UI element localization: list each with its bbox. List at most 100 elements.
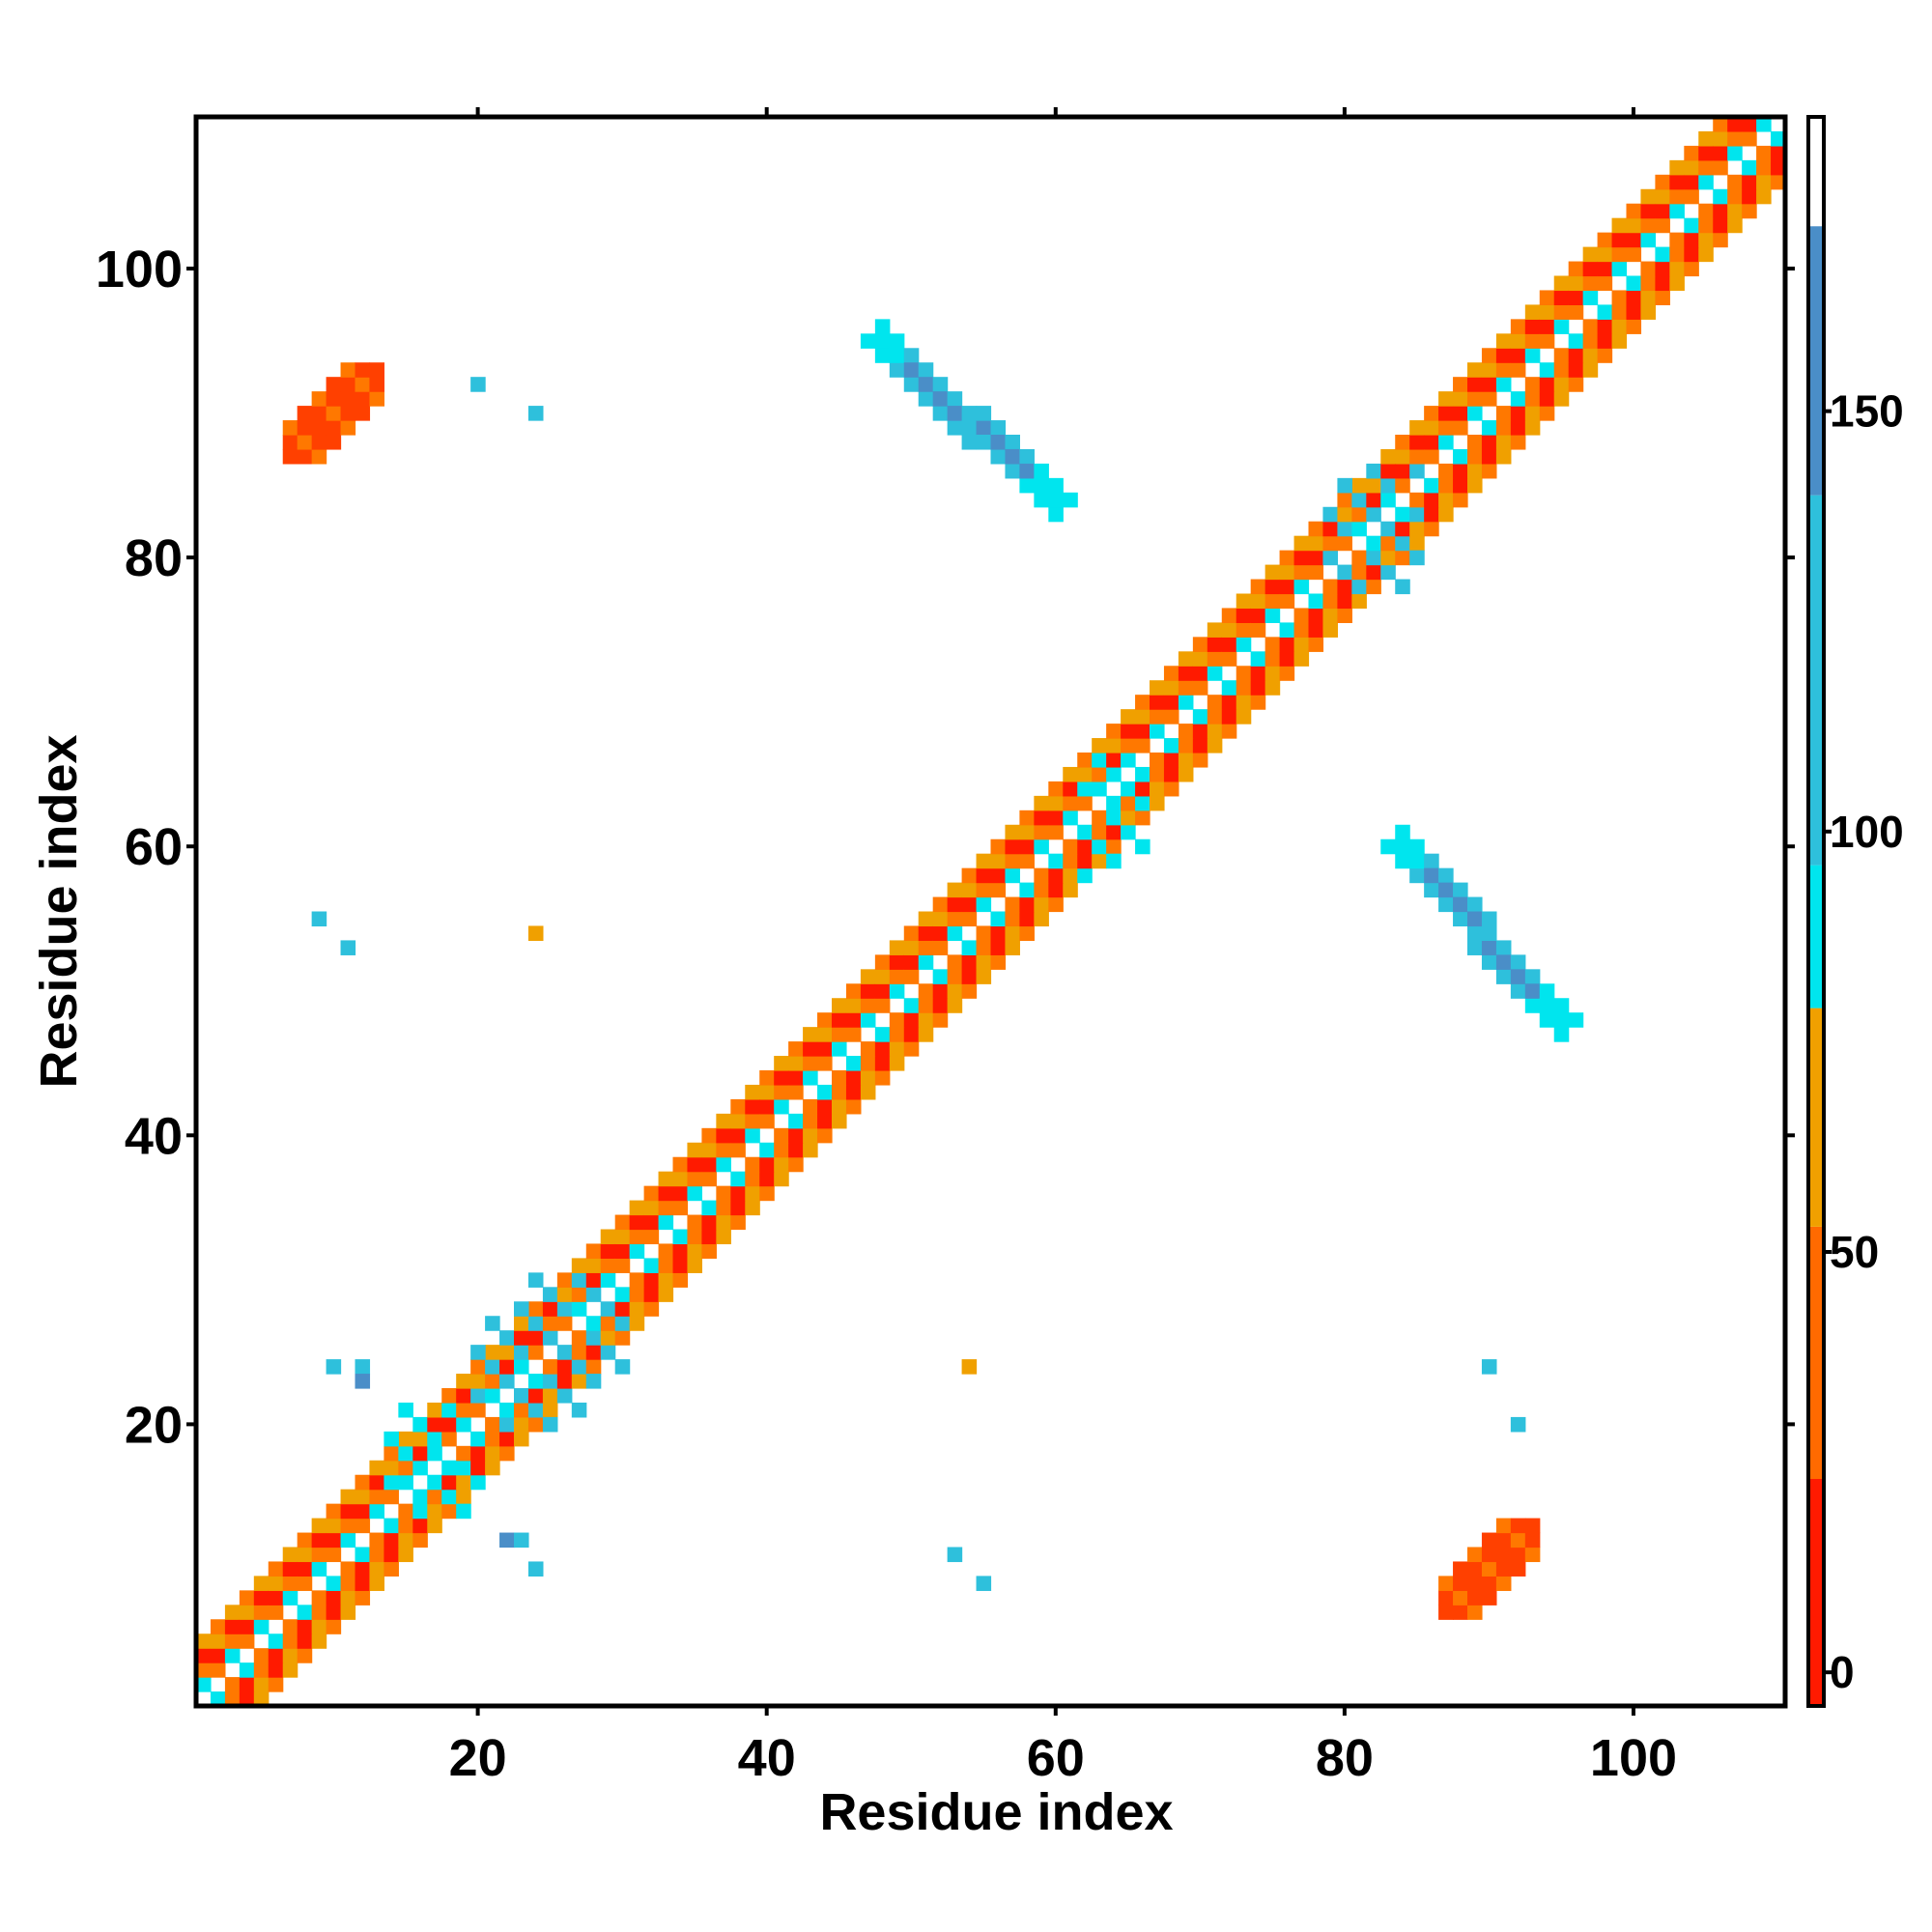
heatmap-cell	[268, 1648, 284, 1663]
heatmap-cell	[1322, 593, 1338, 610]
y-tick-label: 40	[125, 1107, 183, 1165]
heatmap-cell	[585, 1345, 602, 1360]
heatmap-cell	[311, 420, 327, 436]
heatmap-cell	[1611, 261, 1628, 277]
heatmap-cell	[687, 1258, 702, 1273]
heatmap-cell	[860, 1012, 876, 1028]
heatmap-cell	[1121, 738, 1136, 753]
heatmap-cell	[932, 391, 949, 407]
heatmap-cell	[990, 911, 1007, 927]
heatmap-cell	[1467, 391, 1483, 407]
heatmap-cell	[1236, 608, 1252, 623]
heatmap-cell	[788, 1113, 804, 1129]
heatmap-cell	[1453, 911, 1468, 927]
heatmap-cell	[1467, 911, 1483, 927]
heatmap-cell	[990, 853, 1007, 869]
heatmap-cell	[903, 377, 920, 392]
heatmap-cell	[542, 1359, 558, 1375]
heatmap-cell	[1568, 333, 1584, 349]
heatmap-cell	[499, 1445, 515, 1462]
heatmap-cell	[716, 1156, 731, 1173]
heatmap-cell	[1207, 709, 1223, 724]
x-tick-label: 20	[449, 1729, 507, 1787]
heatmap-cell	[1395, 853, 1410, 869]
heatmap-cell	[1236, 709, 1252, 724]
heatmap-cell	[1424, 882, 1439, 898]
heatmap-cell	[1684, 246, 1699, 263]
heatmap-cell	[832, 1041, 847, 1057]
heatmap-cell	[1135, 724, 1151, 739]
heatmap-cell	[1005, 463, 1020, 479]
heatmap-cell	[1495, 348, 1512, 363]
heatmap-cell	[542, 1374, 558, 1389]
heatmap-cell	[1135, 781, 1151, 797]
heatmap-cell	[1005, 911, 1020, 927]
heatmap-cell	[1077, 867, 1093, 884]
heatmap-cell	[369, 1561, 384, 1577]
heatmap-cell	[918, 998, 934, 1013]
heatmap-cell	[398, 1445, 413, 1462]
heatmap-cell	[803, 1113, 818, 1129]
heatmap-cell	[398, 1532, 413, 1548]
heatmap-cell	[1424, 867, 1439, 884]
heatmap-cell	[456, 1416, 471, 1433]
heatmap-cell	[470, 1445, 486, 1462]
heatmap-cell	[672, 1258, 689, 1273]
heatmap-cell	[672, 1171, 689, 1187]
heatmap-cell	[1727, 217, 1743, 234]
heatmap-cell	[340, 362, 356, 378]
heatmap-cell	[1553, 362, 1570, 378]
heatmap-cell	[629, 1200, 645, 1216]
heatmap-cell	[441, 1489, 457, 1505]
heatmap-cell	[196, 1662, 212, 1678]
heatmap-cell	[1395, 477, 1410, 494]
heatmap-cell	[1481, 925, 1497, 941]
heatmap-cell	[514, 1388, 529, 1404]
heatmap-cell	[1150, 781, 1165, 797]
heatmap-cell	[1568, 290, 1584, 305]
heatmap-cell	[1308, 521, 1324, 537]
heatmap-cell	[1524, 377, 1541, 392]
heatmap-cell	[527, 1561, 544, 1577]
heatmap-cell	[614, 1258, 631, 1273]
heatmap-cell	[282, 435, 298, 450]
heatmap-cell	[1553, 304, 1570, 320]
heatmap-cell	[1308, 564, 1324, 581]
heatmap-cell	[1626, 290, 1642, 305]
heatmap-cell	[976, 954, 992, 970]
heatmap-cell	[1467, 896, 1483, 913]
heatmap-cell	[600, 1272, 616, 1288]
heatmap-cell	[1308, 593, 1324, 610]
heatmap-cell	[1453, 463, 1468, 479]
heatmap-cell	[889, 333, 905, 349]
heatmap-cell	[297, 420, 313, 436]
heatmap-cell	[1524, 333, 1541, 349]
heatmap-cell	[441, 1402, 457, 1418]
heatmap-cell	[629, 1301, 645, 1317]
heatmap-cell	[253, 1605, 270, 1620]
heatmap-cell	[658, 1258, 674, 1273]
heatmap-cell	[412, 1416, 428, 1433]
heatmap-cell	[340, 420, 356, 436]
heatmap-cell	[687, 1142, 702, 1158]
heatmap-cell	[1019, 824, 1035, 840]
heatmap-cell	[1207, 651, 1223, 667]
heatmap-cell	[1524, 304, 1541, 320]
heatmap-cell	[1351, 506, 1367, 523]
heatmap-cell	[1727, 130, 1743, 147]
heatmap-cell	[1351, 593, 1367, 610]
heatmap-cell	[1192, 651, 1208, 667]
heatmap-cell	[817, 1127, 833, 1144]
heatmap-cell	[1279, 593, 1295, 610]
heatmap-cell	[585, 1287, 602, 1302]
heatmap-cell	[326, 1590, 342, 1605]
heatmap-cell	[427, 1445, 442, 1462]
x-tick-label: 100	[1590, 1729, 1677, 1787]
heatmap-cell	[903, 348, 920, 363]
heatmap-cell	[1568, 362, 1584, 378]
heatmap-cell	[1351, 564, 1367, 581]
colorbar-segment	[1808, 1226, 1824, 1479]
heatmap-cell	[1005, 867, 1020, 884]
heatmap-cell	[1337, 593, 1352, 610]
heatmap-cell	[384, 1547, 399, 1563]
